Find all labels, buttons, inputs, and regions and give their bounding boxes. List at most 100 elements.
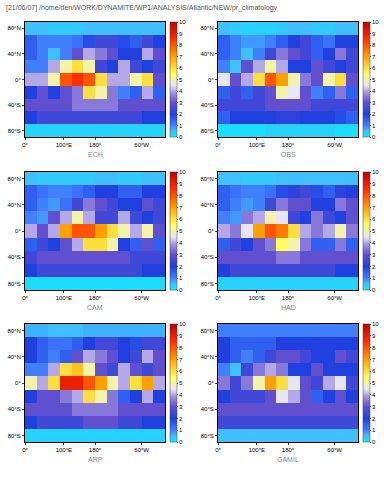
svg-text:5: 5 [372,77,376,83]
svg-text:40°N: 40°N [200,51,213,57]
svg-text:4: 4 [372,240,376,246]
svg-text:5: 5 [179,228,183,234]
svg-text:1: 1 [179,275,183,281]
svg-text:0°: 0° [215,295,221,301]
svg-text:9: 9 [372,333,376,339]
svg-text:9: 9 [179,181,183,187]
svg-text:40°N: 40°N [200,354,213,360]
svg-text:ARP: ARP [88,456,103,463]
svg-text:9: 9 [372,31,376,37]
svg-text:10: 10 [179,321,186,327]
svg-text:8: 8 [372,345,376,351]
svg-text:0°: 0° [208,77,214,83]
svg-text:80°N: 80°N [7,328,20,334]
svg-text:80°S: 80°S [201,128,214,134]
svg-text:5: 5 [179,380,183,386]
svg-text:180°: 180° [89,447,102,453]
svg-text:6: 6 [179,368,183,374]
svg-text:100°E: 100°E [56,142,72,148]
svg-text:2: 2 [179,264,183,270]
svg-text:0°: 0° [15,380,21,386]
svg-text:180°: 180° [89,295,102,301]
svg-text:9: 9 [179,333,183,339]
svg-text:60°W: 60°W [134,447,149,453]
svg-text:100°E: 100°E [56,447,72,453]
svg-text:6: 6 [179,65,183,71]
svg-text:40°S: 40°S [8,102,21,108]
svg-text:3: 3 [372,100,376,106]
svg-text:7: 7 [179,205,183,211]
svg-text:80°S: 80°S [201,281,214,287]
svg-text:10: 10 [179,169,186,175]
svg-text:80°S: 80°S [8,433,21,439]
svg-text:7: 7 [372,54,376,60]
svg-text:3: 3 [372,404,376,410]
svg-text:0°: 0° [215,142,221,148]
svg-text:4: 4 [179,392,183,398]
svg-text:100°E: 100°E [249,295,265,301]
svg-text:OBS: OBS [281,151,296,158]
svg-text:CAM: CAM [87,304,103,311]
svg-text:6: 6 [372,216,376,222]
svg-text:0°: 0° [208,380,214,386]
svg-text:HAD: HAD [281,304,296,311]
svg-text:1: 1 [179,427,183,433]
svg-text:60°W: 60°W [327,447,342,453]
svg-text:1: 1 [372,427,376,433]
svg-text:8: 8 [372,193,376,199]
svg-text:6: 6 [372,368,376,374]
svg-text:8: 8 [372,42,376,48]
svg-text:60°W: 60°W [134,295,149,301]
svg-text:9: 9 [372,181,376,187]
svg-text:2: 2 [372,111,376,117]
svg-text:40°S: 40°S [8,406,21,412]
svg-text:2: 2 [372,264,376,270]
svg-text:ECH: ECH [88,151,103,158]
svg-text:4: 4 [179,88,183,94]
svg-text:4: 4 [372,392,376,398]
svg-text:40°N: 40°N [7,354,20,360]
svg-text:60°W: 60°W [327,142,342,148]
svg-text:0°: 0° [22,142,28,148]
svg-text:0: 0 [372,134,376,140]
svg-text:80°S: 80°S [8,128,21,134]
svg-text:2: 2 [179,416,183,422]
svg-text:6: 6 [372,65,376,71]
svg-text:180°: 180° [282,295,295,301]
svg-text:40°N: 40°N [7,51,20,57]
svg-text:7: 7 [372,205,376,211]
svg-text:100°E: 100°E [249,447,265,453]
svg-text:80°N: 80°N [200,25,213,31]
svg-text:80°N: 80°N [200,328,213,334]
svg-text:40°N: 40°N [200,202,213,208]
svg-text:80°N: 80°N [7,25,20,31]
svg-text:7: 7 [179,357,183,363]
svg-text:3: 3 [179,404,183,410]
svg-text:100°E: 100°E [56,295,72,301]
svg-text:1: 1 [179,123,183,129]
svg-text:60°W: 60°W [327,295,342,301]
svg-text:80°N: 80°N [200,176,213,182]
svg-text:0: 0 [179,439,183,445]
svg-text:4: 4 [179,240,183,246]
svg-text:40°N: 40°N [7,202,20,208]
svg-text:0°: 0° [208,228,214,234]
svg-text:40°S: 40°S [201,102,214,108]
svg-text:10: 10 [372,169,379,175]
svg-text:180°: 180° [282,142,295,148]
svg-text:40°S: 40°S [201,406,214,412]
svg-text:2: 2 [179,111,183,117]
svg-text:80°N: 80°N [7,176,20,182]
svg-text:3: 3 [179,100,183,106]
svg-text:5: 5 [372,380,376,386]
svg-text:40°S: 40°S [8,254,21,260]
svg-text:80°S: 80°S [8,281,21,287]
svg-text:100°E: 100°E [249,142,265,148]
svg-text:6: 6 [179,216,183,222]
svg-text:2: 2 [372,416,376,422]
svg-text:40°S: 40°S [201,254,214,260]
svg-text:1: 1 [372,275,376,281]
svg-text:5: 5 [372,228,376,234]
svg-text:180°: 180° [89,142,102,148]
svg-text:7: 7 [372,357,376,363]
